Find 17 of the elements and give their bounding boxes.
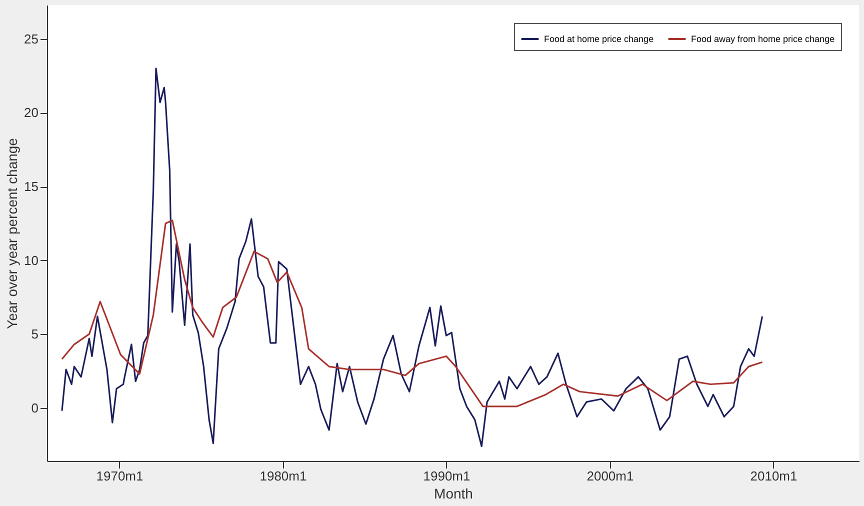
legend-label: Food at home price change — [544, 34, 654, 44]
x-tick-label: 1970m1 — [96, 468, 144, 484]
x-tick-label: 2010m1 — [750, 468, 798, 484]
line-series — [61, 220, 764, 408]
x-tick-label: 2000m1 — [586, 468, 634, 484]
y-tick-label: 25 — [24, 31, 38, 46]
x-tick-label: 1990m1 — [423, 468, 470, 484]
y-axis-title: Year over year percent change — [4, 138, 20, 329]
x-tick-label: 1980m1 — [260, 468, 307, 484]
y-tick-label: 20 — [24, 105, 38, 120]
legend-label: Food away from home price change — [691, 34, 835, 44]
y-tick-label: 0 — [31, 400, 38, 416]
y-tick-label: 5 — [31, 326, 38, 342]
y-tick-label: 10 — [24, 252, 38, 268]
x-axis-title: Month — [434, 486, 473, 502]
line-series — [61, 68, 764, 448]
y-tick-label: 15 — [24, 179, 38, 194]
